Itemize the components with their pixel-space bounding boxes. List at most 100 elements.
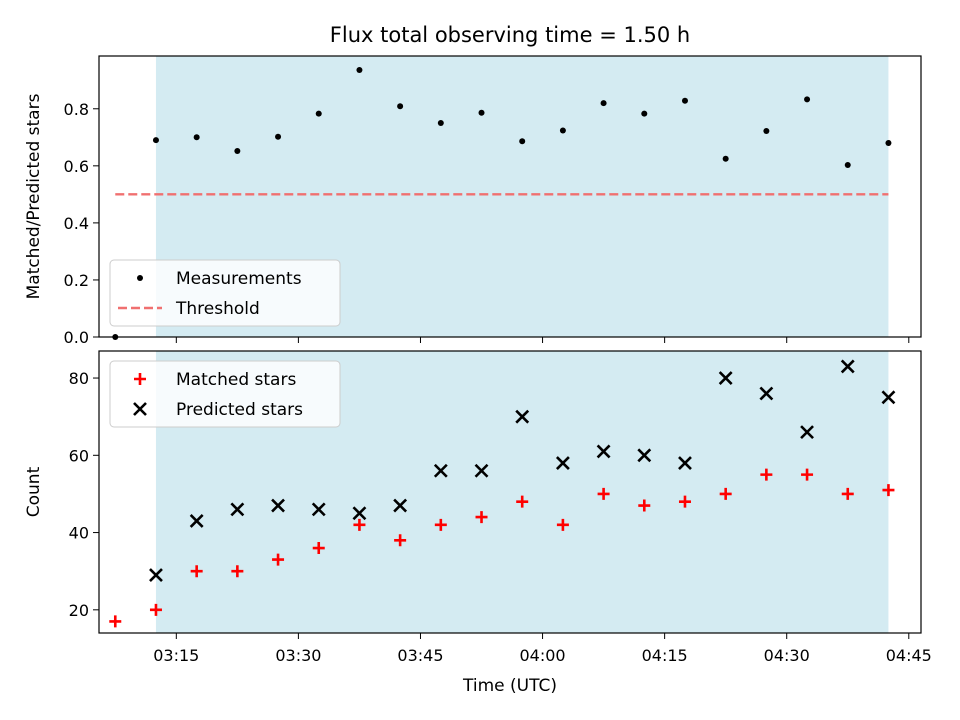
data-point: [474, 463, 489, 478]
y-tick-label: 0.4: [64, 214, 89, 233]
data-point: [275, 133, 282, 140]
data-point: [641, 110, 648, 117]
x-tick-label: 03:15: [153, 646, 199, 665]
data-point: [190, 565, 203, 578]
data-point: [638, 499, 651, 512]
data-point: [763, 128, 770, 135]
legend-box: [109, 360, 341, 428]
data-point: [556, 518, 569, 531]
y-tick-label: 80: [69, 369, 89, 388]
legend-box: [109, 259, 341, 327]
data-point: [393, 498, 408, 513]
data-point: [718, 371, 733, 385]
data-point: [597, 487, 610, 500]
legend: Matched stars Predicted stars: [109, 360, 341, 428]
data-point: [719, 487, 732, 500]
y-tick-label: 40: [69, 524, 89, 543]
data-point: [841, 487, 854, 500]
data-point: [109, 615, 122, 628]
data-point: [519, 138, 526, 145]
y-tick-label: 0.2: [64, 271, 89, 290]
data-point: [637, 448, 652, 463]
y-axis-label: Matched/Predicted stars: [24, 93, 44, 299]
data-point: [678, 456, 692, 470]
x-tick-label: 03:45: [397, 646, 443, 665]
data-point: [555, 456, 570, 470]
x-tick-label: 04:45: [886, 646, 932, 665]
y-tick-label: 0.6: [64, 157, 89, 176]
data-point: [271, 498, 285, 513]
data-point: [475, 511, 488, 524]
data-point: [189, 514, 204, 528]
y-tick-label: 0.0: [64, 328, 89, 347]
data-point: [760, 468, 773, 481]
data-point: [681, 97, 688, 104]
data-point: [311, 502, 326, 517]
data-point: [800, 425, 814, 440]
data-point: [315, 110, 322, 117]
data-point: [434, 518, 447, 531]
data-point: [882, 484, 895, 497]
data-point: [478, 109, 485, 116]
y-tick-label: 60: [69, 446, 89, 465]
data-point: [352, 506, 367, 521]
x-tick-label: 04:30: [764, 646, 810, 665]
data-point: [433, 463, 448, 478]
x-tick-label: 04:15: [642, 646, 688, 665]
y-tick-label: 0.8: [64, 100, 89, 119]
data-point: [596, 444, 611, 459]
data-point: [394, 534, 407, 547]
data-point: [881, 390, 896, 405]
figure-title: Flux total observing time = 1.50 h: [330, 23, 690, 47]
top-panel: 0.0 0.2 0.4 0.6 0.8 Matched/Predicted stars Me…: [24, 55, 922, 347]
data-point: [152, 137, 159, 144]
legend-label: Matched stars: [176, 370, 296, 390]
legend-marker: [134, 373, 146, 385]
data-point: [149, 568, 163, 582]
data-point: [516, 495, 529, 508]
series-plus: [109, 468, 895, 628]
legend-swatch: [137, 275, 143, 281]
series-dot: [112, 66, 892, 340]
y-tick-label: 20: [69, 601, 89, 620]
legend-swatch: [133, 402, 147, 416]
data-point: [356, 66, 363, 73]
series-x: [149, 359, 896, 582]
data-point: [840, 359, 855, 374]
data-point: [515, 409, 530, 424]
legend-swatch: [134, 373, 146, 385]
data-point: [885, 140, 892, 147]
legend-label: Predicted stars: [176, 400, 303, 420]
axes-frame: [98, 55, 922, 338]
data-point: [230, 502, 245, 517]
legend: Measurements Threshold: [109, 259, 341, 327]
data-point: [397, 103, 404, 110]
data-point: [801, 468, 814, 481]
axes-frame: [98, 350, 922, 634]
y-axis-label: Count: [24, 466, 44, 517]
data-point: [231, 565, 244, 578]
bottom-panel: 20 40 60 80 03:15 03:30 03:45 04:00 04:15 04:30 04…: [24, 350, 932, 696]
data-point: [234, 147, 241, 154]
data-point: [149, 603, 162, 616]
data-point: [844, 161, 851, 168]
data-point: [678, 495, 691, 508]
legend-label: Measurements: [176, 269, 302, 289]
data-point: [759, 386, 774, 401]
legend-marker: [137, 275, 143, 281]
data-point: [559, 127, 566, 134]
data-point: [272, 553, 285, 566]
x-axis-label: Time (UTC): [462, 676, 557, 696]
data-point: [193, 134, 200, 141]
data-point: [600, 100, 607, 107]
data-point: [312, 542, 325, 555]
data-point: [804, 96, 811, 103]
data-point: [722, 155, 729, 162]
data-point: [437, 120, 444, 127]
legend-label: Threshold: [175, 299, 260, 319]
x-tick-label: 03:30: [275, 646, 321, 665]
x-tick-label: 04:00: [519, 646, 565, 665]
data-point: [353, 518, 366, 531]
legend-marker: [133, 402, 147, 416]
